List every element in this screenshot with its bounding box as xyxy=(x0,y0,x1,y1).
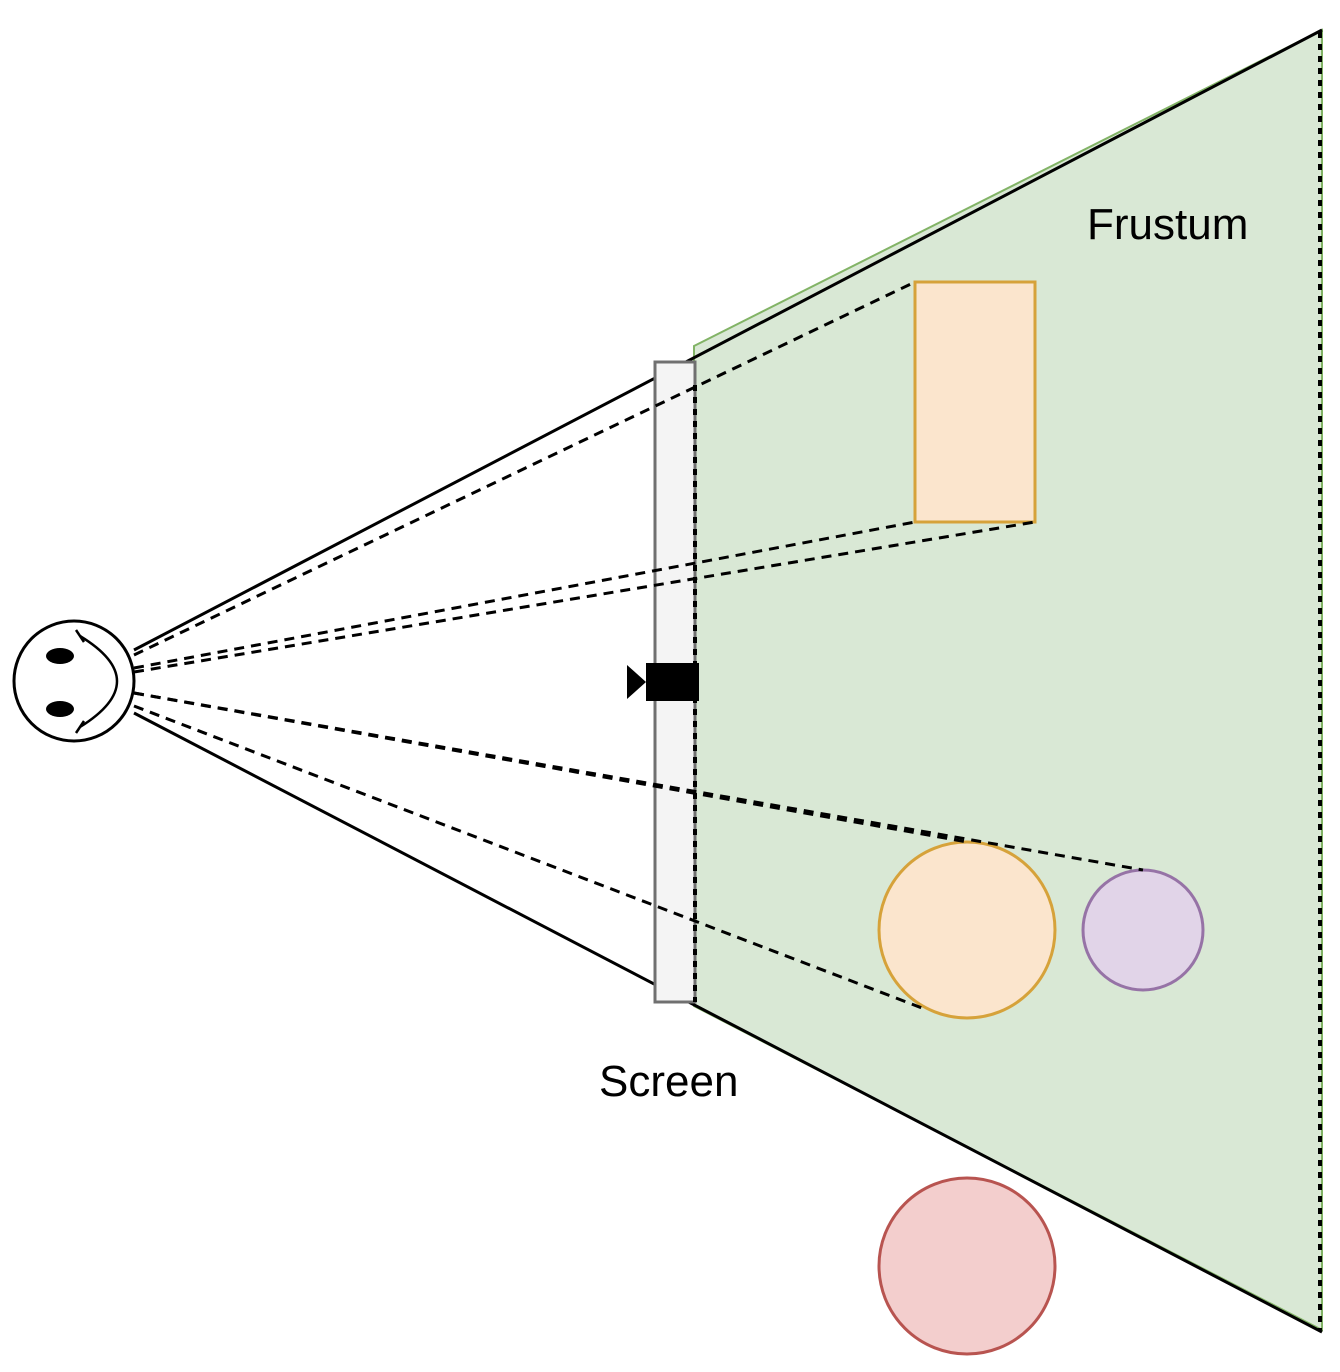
frustum-bottom-boundary xyxy=(133,711,1323,1334)
ray-purple-circle-top xyxy=(133,691,1144,872)
smiley-face-icon xyxy=(12,619,136,743)
camera-icon xyxy=(627,663,699,701)
ray-rect-top-left xyxy=(133,280,916,657)
purple-circle-object xyxy=(1081,868,1205,992)
screen-label: Screen xyxy=(599,1057,738,1106)
smiley-eye-top xyxy=(46,648,74,664)
ray-rect-bottom-left xyxy=(133,520,916,670)
red-circle-object xyxy=(877,1176,1057,1356)
orange-rectangle-object xyxy=(913,280,1037,524)
frustum-top-boundary xyxy=(133,28,1323,652)
smiley-mouth xyxy=(79,634,119,729)
orange-circle-object xyxy=(877,840,1057,1020)
projection-rays xyxy=(133,280,1144,1010)
ray-orange-circle-bottom xyxy=(133,704,923,1010)
frustum-label: Frustum xyxy=(1087,200,1248,249)
smiley-eye-bottom xyxy=(46,701,74,717)
